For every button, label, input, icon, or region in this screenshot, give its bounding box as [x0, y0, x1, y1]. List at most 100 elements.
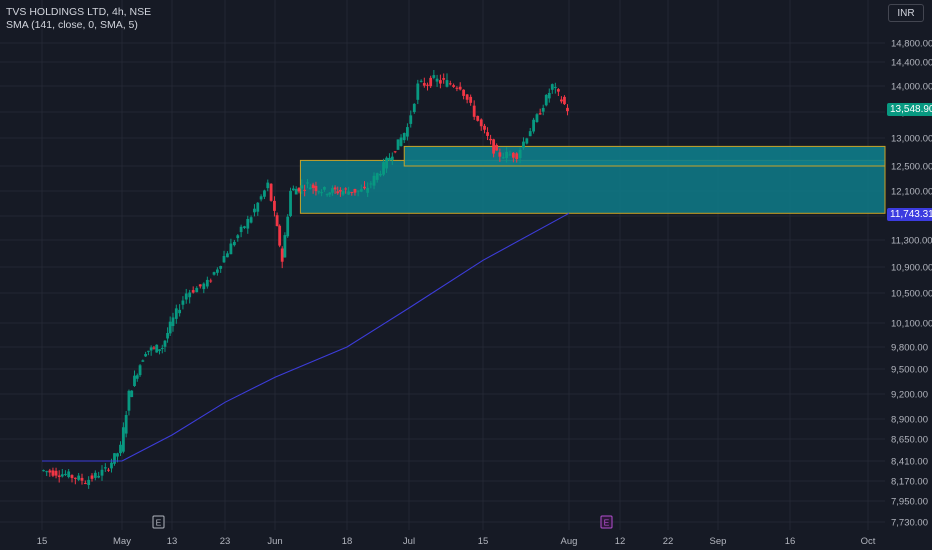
candle-body	[311, 184, 315, 189]
candle-body	[469, 96, 473, 103]
candle-body	[181, 300, 185, 305]
candle-body	[308, 187, 312, 190]
candle-body	[266, 182, 270, 189]
candle-body	[121, 427, 125, 452]
candle-body	[314, 185, 318, 192]
candle-body	[294, 189, 298, 195]
candle-body	[60, 474, 64, 477]
candle-body	[452, 85, 455, 87]
candle-body	[160, 348, 164, 350]
candle-body	[155, 344, 159, 353]
candle-body	[489, 138, 492, 141]
candle-body	[328, 192, 332, 195]
candle-body	[51, 470, 55, 476]
candle-body	[369, 183, 373, 185]
x-tick-label: Aug	[561, 536, 578, 547]
candle-body	[390, 156, 394, 161]
candle-body	[67, 471, 71, 478]
candle-body	[289, 190, 292, 217]
candle-body	[141, 360, 145, 362]
candle-body	[275, 215, 279, 227]
candle-body	[541, 107, 545, 112]
candle-body	[42, 470, 45, 472]
candle-body	[127, 390, 131, 411]
candle-body	[54, 470, 58, 476]
y-tick-label: 10,100.00	[891, 319, 932, 330]
candle-body	[158, 349, 161, 351]
candle-body	[283, 235, 287, 258]
symbol-title[interactable]: TVS HOLDINGS LTD, 4h, NSE	[6, 6, 152, 18]
candle-body	[353, 188, 357, 193]
candle-body	[455, 87, 459, 89]
candle-body	[246, 218, 250, 229]
x-tick-label: Oct	[861, 536, 876, 547]
candle-body	[198, 284, 202, 287]
candle-body	[435, 78, 439, 82]
candle-body	[249, 217, 253, 223]
candle-body	[320, 192, 323, 194]
candle-body	[163, 340, 167, 347]
candle-body	[133, 375, 136, 387]
candle-body	[83, 483, 87, 485]
candle-body	[476, 115, 480, 121]
candle-body	[495, 144, 499, 151]
y-tick-label: 8,170.00	[891, 477, 928, 488]
candle-body	[100, 469, 104, 476]
candle-body	[48, 470, 52, 473]
candle-body	[239, 226, 243, 233]
candle-body	[544, 94, 548, 106]
y-tick-label: 14,000.00	[891, 82, 932, 93]
indicator-label[interactable]: SMA (141, close, 0, SMA, 5)	[6, 19, 138, 31]
y-tick-label: 13,000.00	[891, 134, 932, 145]
candle-body	[556, 89, 560, 92]
candle-body	[229, 243, 233, 255]
x-tick-label: 23	[220, 536, 231, 547]
candle-body	[135, 375, 139, 379]
candle-body	[184, 293, 188, 300]
candle-body	[505, 151, 509, 159]
x-tick-label: Jul	[403, 536, 415, 547]
candle-body	[566, 107, 569, 112]
y-tick-label: 8,410.00	[891, 457, 928, 468]
candle-body	[378, 173, 382, 176]
candle-body	[344, 188, 348, 190]
candle-body	[70, 475, 74, 478]
candle-body	[465, 94, 469, 100]
x-tick-label: May	[113, 536, 131, 547]
candle-body	[382, 162, 385, 175]
candle-body	[124, 415, 128, 434]
candle-body	[448, 83, 452, 85]
candle-body	[553, 86, 557, 88]
x-tick-label: 12	[615, 536, 626, 547]
candle-body	[243, 226, 246, 228]
candle-body	[174, 308, 178, 319]
candle-body	[110, 462, 113, 469]
candle-body	[429, 77, 433, 87]
candle-body	[416, 83, 420, 100]
y-tick-label: 9,800.00	[891, 343, 928, 354]
candle-body	[80, 477, 84, 481]
candle-body	[226, 253, 229, 258]
candle-body	[212, 272, 216, 275]
earnings-marker-label: E	[156, 518, 162, 528]
candle-body	[259, 196, 263, 200]
candle-body	[45, 471, 49, 473]
candle-body	[97, 475, 101, 478]
candle-body	[483, 125, 486, 130]
candle-body	[366, 187, 370, 193]
y-tick-label: 7,730.00	[891, 518, 928, 529]
candle-body	[263, 190, 266, 197]
candle-body	[462, 89, 466, 96]
candle-body	[209, 280, 213, 282]
supply-demand-zone	[299, 159, 886, 214]
candle-body	[432, 75, 436, 78]
candle-body	[535, 114, 539, 123]
candle-body	[205, 279, 209, 287]
candle-body	[563, 96, 566, 105]
candle-body	[103, 467, 107, 469]
candle-body	[73, 477, 77, 479]
candle-body	[215, 269, 219, 273]
candle-body	[532, 119, 535, 132]
currency-button[interactable]: INR	[888, 4, 924, 22]
